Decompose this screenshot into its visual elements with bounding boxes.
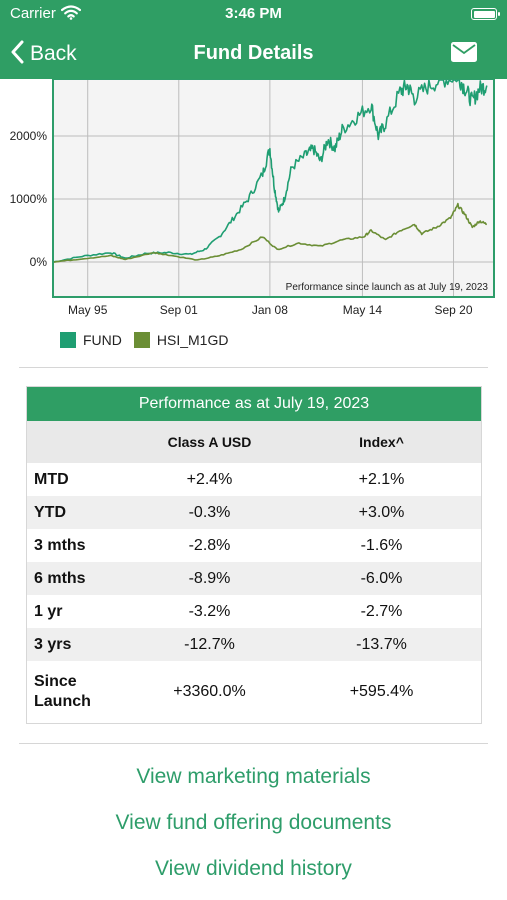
y-tick-label: 0% bbox=[30, 255, 48, 269]
index-value: +3.0% bbox=[358, 503, 405, 521]
chart-annotation: Performance since launch as at July 19, … bbox=[286, 282, 489, 293]
chart-canvas: 0% 1000% 2000% May 95 Sep 01 Jan 08 May 14 Sep… bbox=[10, 72, 495, 317]
carrier-label: Carrier bbox=[10, 5, 56, 22]
x-tick-label: Jan 08 bbox=[252, 303, 288, 317]
view-marketing-materials-link[interactable]: View marketing materials bbox=[136, 765, 371, 788]
status-bar: Carrier 3:46 PM bbox=[0, 0, 507, 30]
fund-value: -8.9% bbox=[188, 569, 231, 587]
table-row: 1 yr -3.2% -2.7% bbox=[27, 595, 481, 628]
legend-item-index: HSI_M1GD bbox=[133, 332, 229, 348]
legend-swatch-fund bbox=[60, 332, 76, 348]
table-row: 6 mths -8.9% -6.0% bbox=[27, 562, 481, 595]
divider bbox=[19, 367, 488, 368]
fund-value: -0.3% bbox=[188, 503, 231, 521]
index-value: -13.7% bbox=[356, 635, 407, 653]
table-row: YTD -0.3% +3.0% bbox=[27, 496, 481, 529]
series-line-index bbox=[52, 202, 487, 264]
legend-label-index: HSI_M1GD bbox=[156, 332, 229, 348]
y-tick-label: 1000% bbox=[10, 192, 48, 206]
row-label: YTD bbox=[34, 503, 66, 521]
navigation-bar: Back Fund Details bbox=[0, 30, 507, 79]
legend-swatch-index bbox=[133, 332, 150, 348]
index-value: -1.6% bbox=[360, 536, 403, 554]
column-header-class-a: Class A USD bbox=[167, 434, 252, 450]
column-header-index: Index^ bbox=[359, 434, 404, 450]
plot-border bbox=[52, 78, 495, 298]
x-tick-label: Sep 01 bbox=[160, 303, 198, 317]
performance-chart: 0% 1000% 2000% May 95 Sep 01 Jan 08 May 14 Sep… bbox=[0, 72, 507, 369]
table-row: Since Launch +3360.0% +595.4% bbox=[27, 661, 481, 723]
table-row: 3 yrs -12.7% -13.7% bbox=[27, 628, 481, 661]
row-label-line: Since bbox=[34, 673, 77, 690]
fund-value: -3.2% bbox=[188, 602, 231, 620]
page-title: Fund Details bbox=[193, 42, 314, 64]
fund-value: +3360.0% bbox=[173, 683, 246, 700]
legend-item-fund: FUND bbox=[60, 332, 122, 348]
view-dividend-history-link[interactable]: View dividend history bbox=[155, 857, 352, 880]
index-value: -6.0% bbox=[360, 569, 403, 587]
clock: 3:46 PM bbox=[225, 5, 282, 22]
index-value: +595.4% bbox=[349, 683, 414, 700]
fund-value: -12.7% bbox=[184, 635, 235, 653]
x-tick-label: May 95 bbox=[68, 303, 108, 317]
index-value: +2.1% bbox=[358, 470, 405, 488]
table-row: MTD +2.4% +2.1% bbox=[27, 463, 481, 496]
x-tick-label: May 14 bbox=[343, 303, 383, 317]
legend-label-fund: FUND bbox=[83, 332, 122, 348]
row-label: 1 yr bbox=[34, 602, 63, 620]
row-label: 3 yrs bbox=[34, 635, 72, 653]
chart-legend: FUND HSI_M1GD bbox=[60, 332, 240, 348]
back-button[interactable]: Back bbox=[10, 39, 77, 69]
wifi-icon bbox=[60, 5, 82, 25]
x-tick-label: Sep 20 bbox=[434, 303, 472, 317]
envelope-icon bbox=[451, 42, 477, 66]
performance-table: Performance as at July 19, 2023 Class A … bbox=[26, 386, 482, 724]
table-header-row: Class A USD Index^ bbox=[27, 421, 481, 463]
back-label: Back bbox=[30, 42, 77, 65]
chevron-left-icon bbox=[10, 40, 24, 69]
performance-table-title: Performance as at July 19, 2023 bbox=[27, 387, 481, 421]
y-tick-label: 2000% bbox=[10, 129, 48, 143]
row-label: 6 mths bbox=[34, 569, 86, 587]
battery-icon bbox=[471, 8, 500, 20]
row-label-line: Launch bbox=[34, 693, 91, 710]
mail-button[interactable] bbox=[451, 42, 477, 62]
view-offering-documents-link[interactable]: View fund offering documents bbox=[115, 811, 392, 834]
table-row: 3 mths -2.8% -1.6% bbox=[27, 529, 481, 562]
row-label: Since Launch bbox=[27, 672, 137, 712]
fund-value: +2.4% bbox=[186, 470, 233, 488]
row-label: MTD bbox=[34, 470, 69, 488]
fund-value: -2.8% bbox=[188, 536, 231, 554]
index-value: -2.7% bbox=[360, 602, 403, 620]
row-label: 3 mths bbox=[34, 536, 86, 554]
divider bbox=[19, 743, 488, 744]
